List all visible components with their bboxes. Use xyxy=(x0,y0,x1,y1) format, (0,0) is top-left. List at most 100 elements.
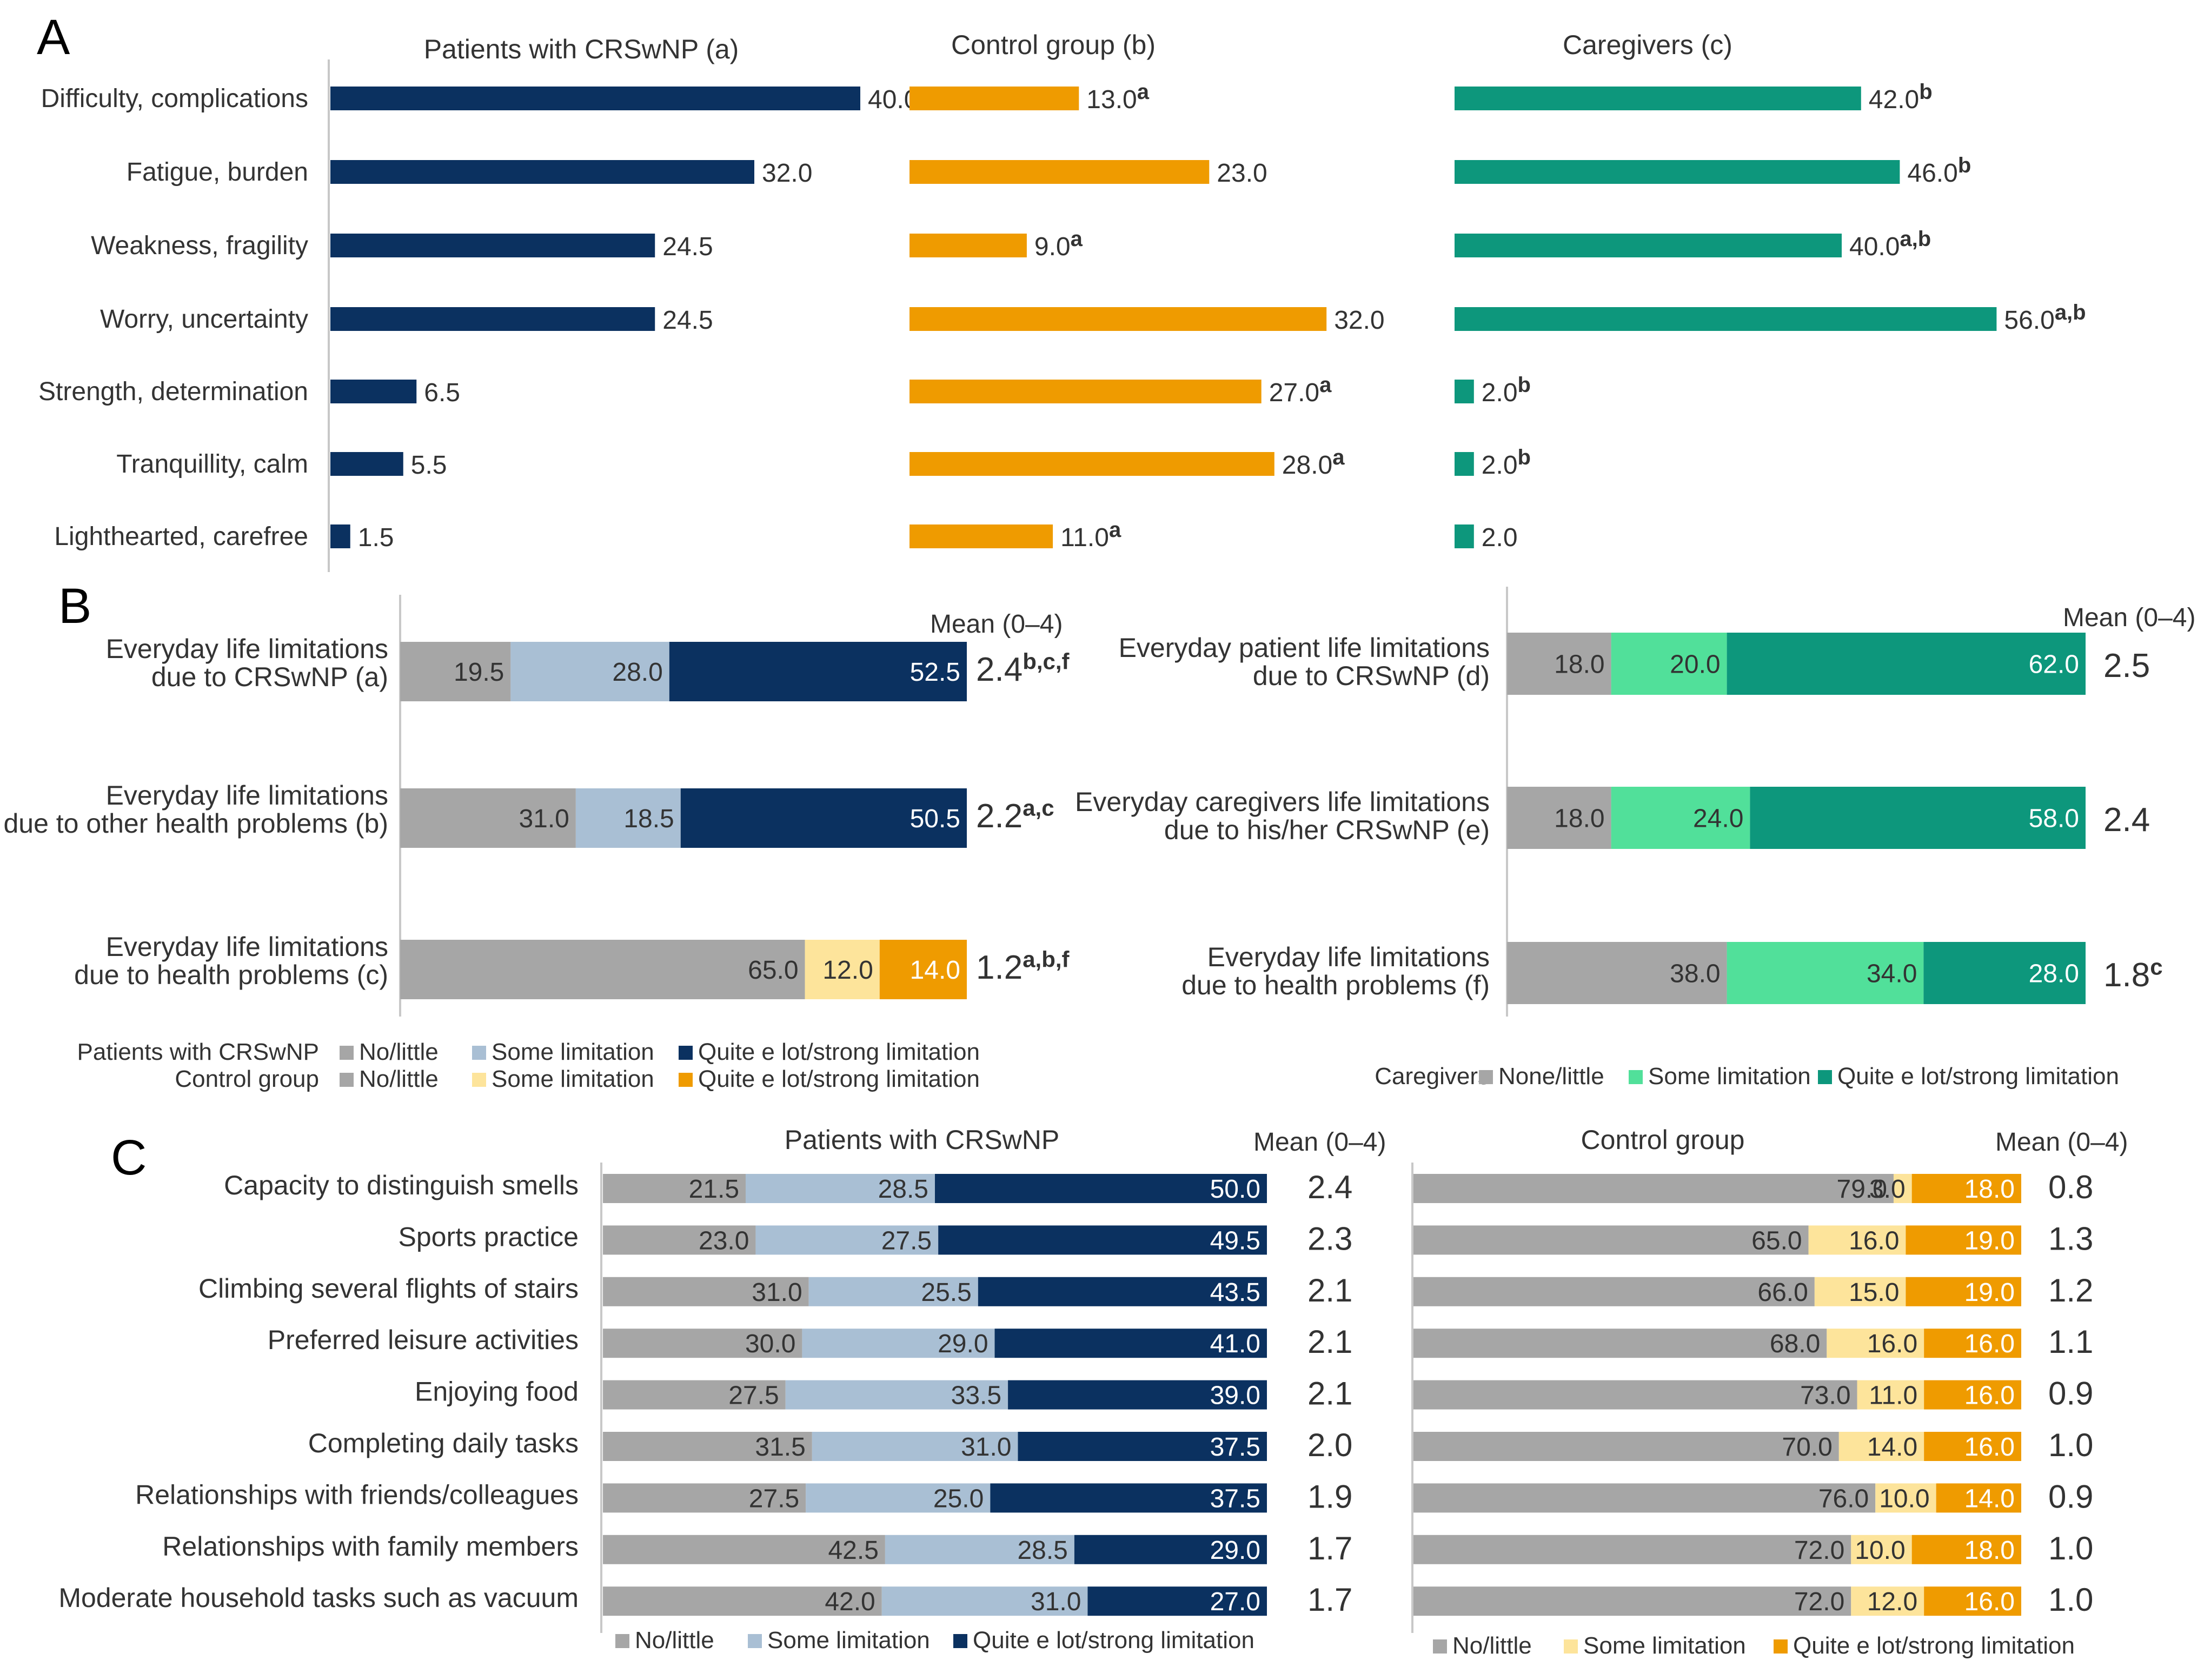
panel-c-right-segment-label: 14.0 xyxy=(1964,1484,2015,1513)
panel-label-a: A xyxy=(37,10,70,65)
panel-c-left-segment-label: 25.0 xyxy=(933,1484,984,1513)
panel-a-category-label: Fatigue, burden xyxy=(127,158,308,187)
panel-c-left-segment-label: 23.0 xyxy=(699,1226,749,1255)
panel-c-right-segment xyxy=(1936,1483,2021,1513)
panel-c-left-segment xyxy=(806,1483,991,1513)
panel-b-left-segment-label: 14.0 xyxy=(910,956,960,985)
panel-a-data-label: 2.0 xyxy=(1482,523,1518,552)
panel-c-left-segment-label: 28.5 xyxy=(878,1175,928,1204)
panel-c-right-segment xyxy=(1906,1277,2021,1306)
panel-a-bar xyxy=(330,380,417,403)
panel-c-right-segment xyxy=(1413,1174,1894,1203)
panel-c-right-segment-label: 14.0 xyxy=(1867,1433,1917,1462)
panel-b-legend-patients-swatch xyxy=(472,1046,486,1060)
panel-c-right-mean: 0.8 xyxy=(2048,1169,2093,1205)
panel-c-right-segment xyxy=(1893,1174,1912,1203)
panel-c-left-segment xyxy=(603,1483,806,1513)
panel-c-right-segment xyxy=(1838,1432,1924,1461)
panel-a-data-label: 28.0a xyxy=(1282,446,1345,480)
panel-c-right-segment xyxy=(1827,1329,1924,1358)
panel-a-data-label: 24.5 xyxy=(662,233,713,261)
panel-b-legend-caregivers-group-label: Caregivers xyxy=(1375,1063,1490,1090)
panel-c-right-segment-label: 66.0 xyxy=(1757,1278,1808,1307)
panel-a-data-label: 32.0 xyxy=(1334,306,1384,335)
panel-c-right-segment xyxy=(1413,1432,1839,1461)
panel-c-right-segment xyxy=(1924,1586,2021,1616)
panel-a-bar xyxy=(330,234,655,257)
panel-c-right-segment xyxy=(1924,1380,2021,1410)
panel-c-right-segment-label: 12.0 xyxy=(1867,1588,1917,1616)
panel-a-chart: Difficulty, complications Fatigue, burden… xyxy=(38,80,2086,552)
panel-c-left-segment-label: 43.5 xyxy=(1210,1278,1260,1307)
panel-c-right-mean: 1.0 xyxy=(2048,1427,2093,1463)
panel-c-right-segment xyxy=(1413,1380,1857,1410)
panel-a-category-label: Lighthearted, carefree xyxy=(54,522,308,551)
panel-b-legend-control-swatch xyxy=(679,1073,693,1087)
panel-c-left-segment-label: 27.5 xyxy=(881,1226,932,1255)
panel-c-left-title: Patients with CRSwNP xyxy=(785,1125,1060,1155)
panel-a-bar xyxy=(1455,524,1474,548)
panel-b-left-segment-label: 18.5 xyxy=(623,805,674,833)
panel-c-right-segment xyxy=(1875,1483,1936,1513)
panel-c-left-segment-label: 31.5 xyxy=(755,1433,805,1462)
panel-b-left-segment xyxy=(879,940,967,999)
panel-c-right-segment-label: 19.0 xyxy=(1964,1226,2015,1255)
panel-c-right-segment xyxy=(1911,1535,2021,1564)
panel-b-right-segment xyxy=(1507,942,1727,1004)
panel-b-left-mean: 2.4b,c,f xyxy=(976,648,1070,688)
panel-a-data-label: 56.0a,b xyxy=(2004,301,2086,335)
panel-b-left-segment xyxy=(669,642,967,701)
panel-a-bar xyxy=(910,452,1274,476)
panel-c-right-segment-label: 16.0 xyxy=(1867,1330,1917,1358)
panel-c-left-segment xyxy=(1018,1432,1267,1461)
panel-b-left-category-line1: Everyday life limitations xyxy=(106,932,388,962)
panel-a-data-label: 32.0 xyxy=(762,159,812,188)
panel-c-left-segment xyxy=(1008,1380,1267,1410)
panel-label-b: B xyxy=(58,579,91,634)
panel-c-right-segment-label: 3.0 xyxy=(1869,1175,1906,1204)
panel-b-left-segment-label: 28.0 xyxy=(612,658,662,687)
panel-c-right-segment xyxy=(1413,1277,1815,1306)
panel-c-right-segment-label: 16.0 xyxy=(1849,1226,1899,1255)
panel-b-right-segment-label: 38.0 xyxy=(1670,960,1720,988)
panel-a-data-label: 6.5 xyxy=(424,379,460,407)
panel-c-left-mean: 2.1 xyxy=(1307,1272,1352,1309)
panel-b-left-segment xyxy=(400,642,511,701)
panel-c-left-segment-label: 30.0 xyxy=(745,1330,795,1358)
panel-b-right-mean-header: Mean (0–4) xyxy=(2063,603,2195,632)
panel-c-left-segment-label: 28.5 xyxy=(1017,1536,1067,1565)
panel-c-left-legend-item-label: No/little xyxy=(635,1627,714,1654)
panel-a-series-title-control: Control group (b) xyxy=(951,30,1156,60)
panel-b-left-segment-label: 31.0 xyxy=(519,805,569,833)
panel-b-right-segment xyxy=(1750,787,2086,849)
panel-a-data-label: 40.0a,b xyxy=(1849,227,1931,261)
panel-c-left-segment-label: 29.0 xyxy=(938,1330,988,1358)
panel-a-bar xyxy=(1455,452,1474,476)
panel-c-right-segment-label: 68.0 xyxy=(1770,1330,1820,1358)
panel-a-data-label: 1.5 xyxy=(358,523,394,552)
panel-a-data-label: 9.0a xyxy=(1034,227,1083,261)
panel-c-right-segment-label: 10.0 xyxy=(1879,1484,1929,1513)
panel-c-left-segment-label: 31.0 xyxy=(752,1278,802,1307)
panel-c-right-legend-swatch xyxy=(1433,1639,1447,1654)
panel-c-category-label: Preferred leisure activities xyxy=(268,1325,579,1355)
panel-b-right-segment xyxy=(1727,633,2086,695)
panel-c-left-segment xyxy=(603,1225,756,1255)
panel-c-category-label: Moderate household tasks such as vacuum xyxy=(58,1583,579,1613)
panel-c-left-segment-label: 27.5 xyxy=(728,1382,779,1410)
panel-c-category-label: Relationships with family members xyxy=(162,1531,579,1562)
panel-c-right-title: Control group xyxy=(1581,1125,1745,1155)
panel-b-legend-control-item-label: No/little xyxy=(359,1066,439,1092)
panel-a-data-label: 42.0b xyxy=(1869,80,1933,114)
panel-c-left-segment-label: 31.0 xyxy=(961,1433,1011,1462)
panel-a-bar xyxy=(1455,160,1900,184)
panel-c-right-segment xyxy=(1906,1225,2021,1255)
panel-b-left-segment-label: 19.5 xyxy=(454,658,504,687)
panel-a-bar xyxy=(910,524,1053,548)
panel-c-left-segment xyxy=(603,1380,786,1410)
panel-a-bar xyxy=(330,452,403,476)
panel-c-category-label: Sports practice xyxy=(399,1221,579,1252)
panel-b-right-category-line2: due to his/her CRSwNP (e) xyxy=(1164,815,1490,845)
panel-c-right-mean: 0.9 xyxy=(2048,1478,2093,1515)
panel-b-right-segment xyxy=(1727,942,1924,1004)
